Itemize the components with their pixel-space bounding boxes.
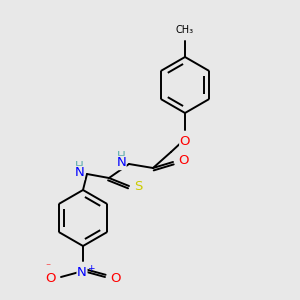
Text: +: +: [87, 264, 94, 273]
Text: H: H: [75, 160, 84, 173]
Text: H: H: [117, 151, 126, 164]
Text: ⁻: ⁻: [45, 262, 51, 272]
Text: N: N: [116, 157, 126, 169]
Text: N: N: [77, 266, 87, 279]
Text: O: O: [180, 135, 190, 148]
Text: CH₃: CH₃: [176, 25, 194, 35]
Text: N: N: [74, 167, 84, 179]
Text: O: O: [46, 272, 56, 284]
Text: O: O: [178, 154, 188, 167]
Text: S: S: [134, 181, 142, 194]
Text: O: O: [110, 272, 121, 284]
